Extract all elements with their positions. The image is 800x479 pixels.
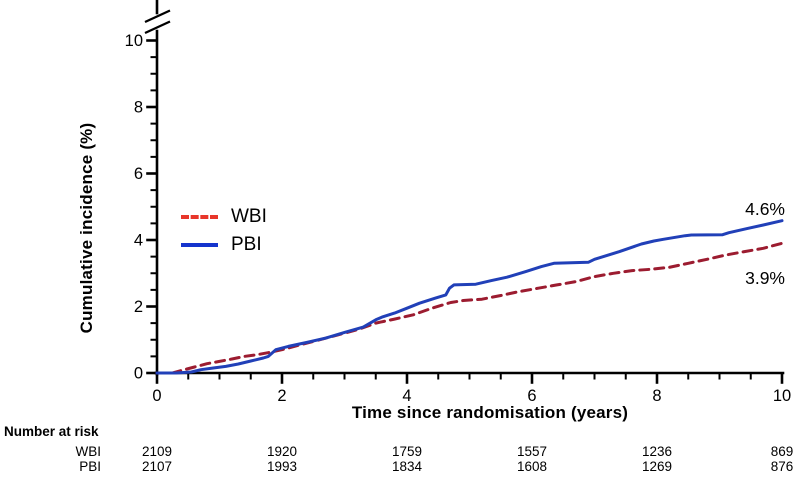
wbi-legend-label: WBI: [231, 206, 267, 227]
risk-value: 1608: [516, 459, 548, 474]
wbi-end-value-label: 3.9%: [745, 268, 785, 288]
risk-value: 1993: [266, 459, 298, 474]
risk-value: 869: [770, 444, 794, 459]
pbi-end-value-label: 4.6%: [745, 199, 785, 219]
risk-row-label-wbi: WBI: [75, 444, 102, 459]
pbi-legend-label: PBI: [231, 234, 262, 255]
x-axis-title: Time since randomisation (years): [351, 403, 629, 422]
y-tick-label: 4: [134, 232, 143, 250]
y-tick-label: 8: [134, 99, 143, 117]
y-axis-title: Cumulative incidence (%): [77, 122, 96, 334]
risk-value: 2109: [141, 444, 173, 459]
x-tick-label: 4: [402, 387, 411, 405]
x-tick-label: 10: [773, 387, 791, 405]
x-tick-label: 8: [652, 387, 661, 405]
risk-value: 1759: [391, 444, 423, 459]
wbi-dashed-line-sample: [181, 215, 218, 219]
risk-row-label-pbi: PBI: [79, 459, 101, 474]
legend: WBI PBI: [181, 203, 267, 259]
pbi-curve: [155, 219, 784, 375]
y-tick-label: 6: [134, 165, 143, 183]
x-tick-label: 6: [527, 387, 536, 405]
axis-break-slash: [144, 9, 171, 24]
pbi-solid-line-sample: [181, 243, 218, 247]
risk-value: 1834: [391, 459, 423, 474]
risk-value: 1557: [516, 444, 548, 459]
risk-value: 1920: [266, 444, 298, 459]
x-tick-label: 2: [277, 387, 286, 405]
risk-value: 2107: [141, 459, 173, 474]
y-tick-label: 10: [125, 32, 143, 50]
x-tick-label: 0: [152, 387, 161, 405]
risk-value: 876: [770, 459, 794, 474]
risk-value: 1236: [641, 444, 673, 459]
legend-item-pbi: PBI: [181, 231, 267, 259]
axis-break-slash: [144, 20, 171, 35]
y-tick-label: 2: [134, 298, 143, 316]
number-at-risk-title: Number at risk: [4, 424, 99, 439]
legend-item-wbi: WBI: [181, 203, 267, 231]
y-tick-label: 0: [134, 365, 143, 383]
risk-value: 1269: [641, 459, 673, 474]
wbi-curve: [155, 241, 784, 375]
